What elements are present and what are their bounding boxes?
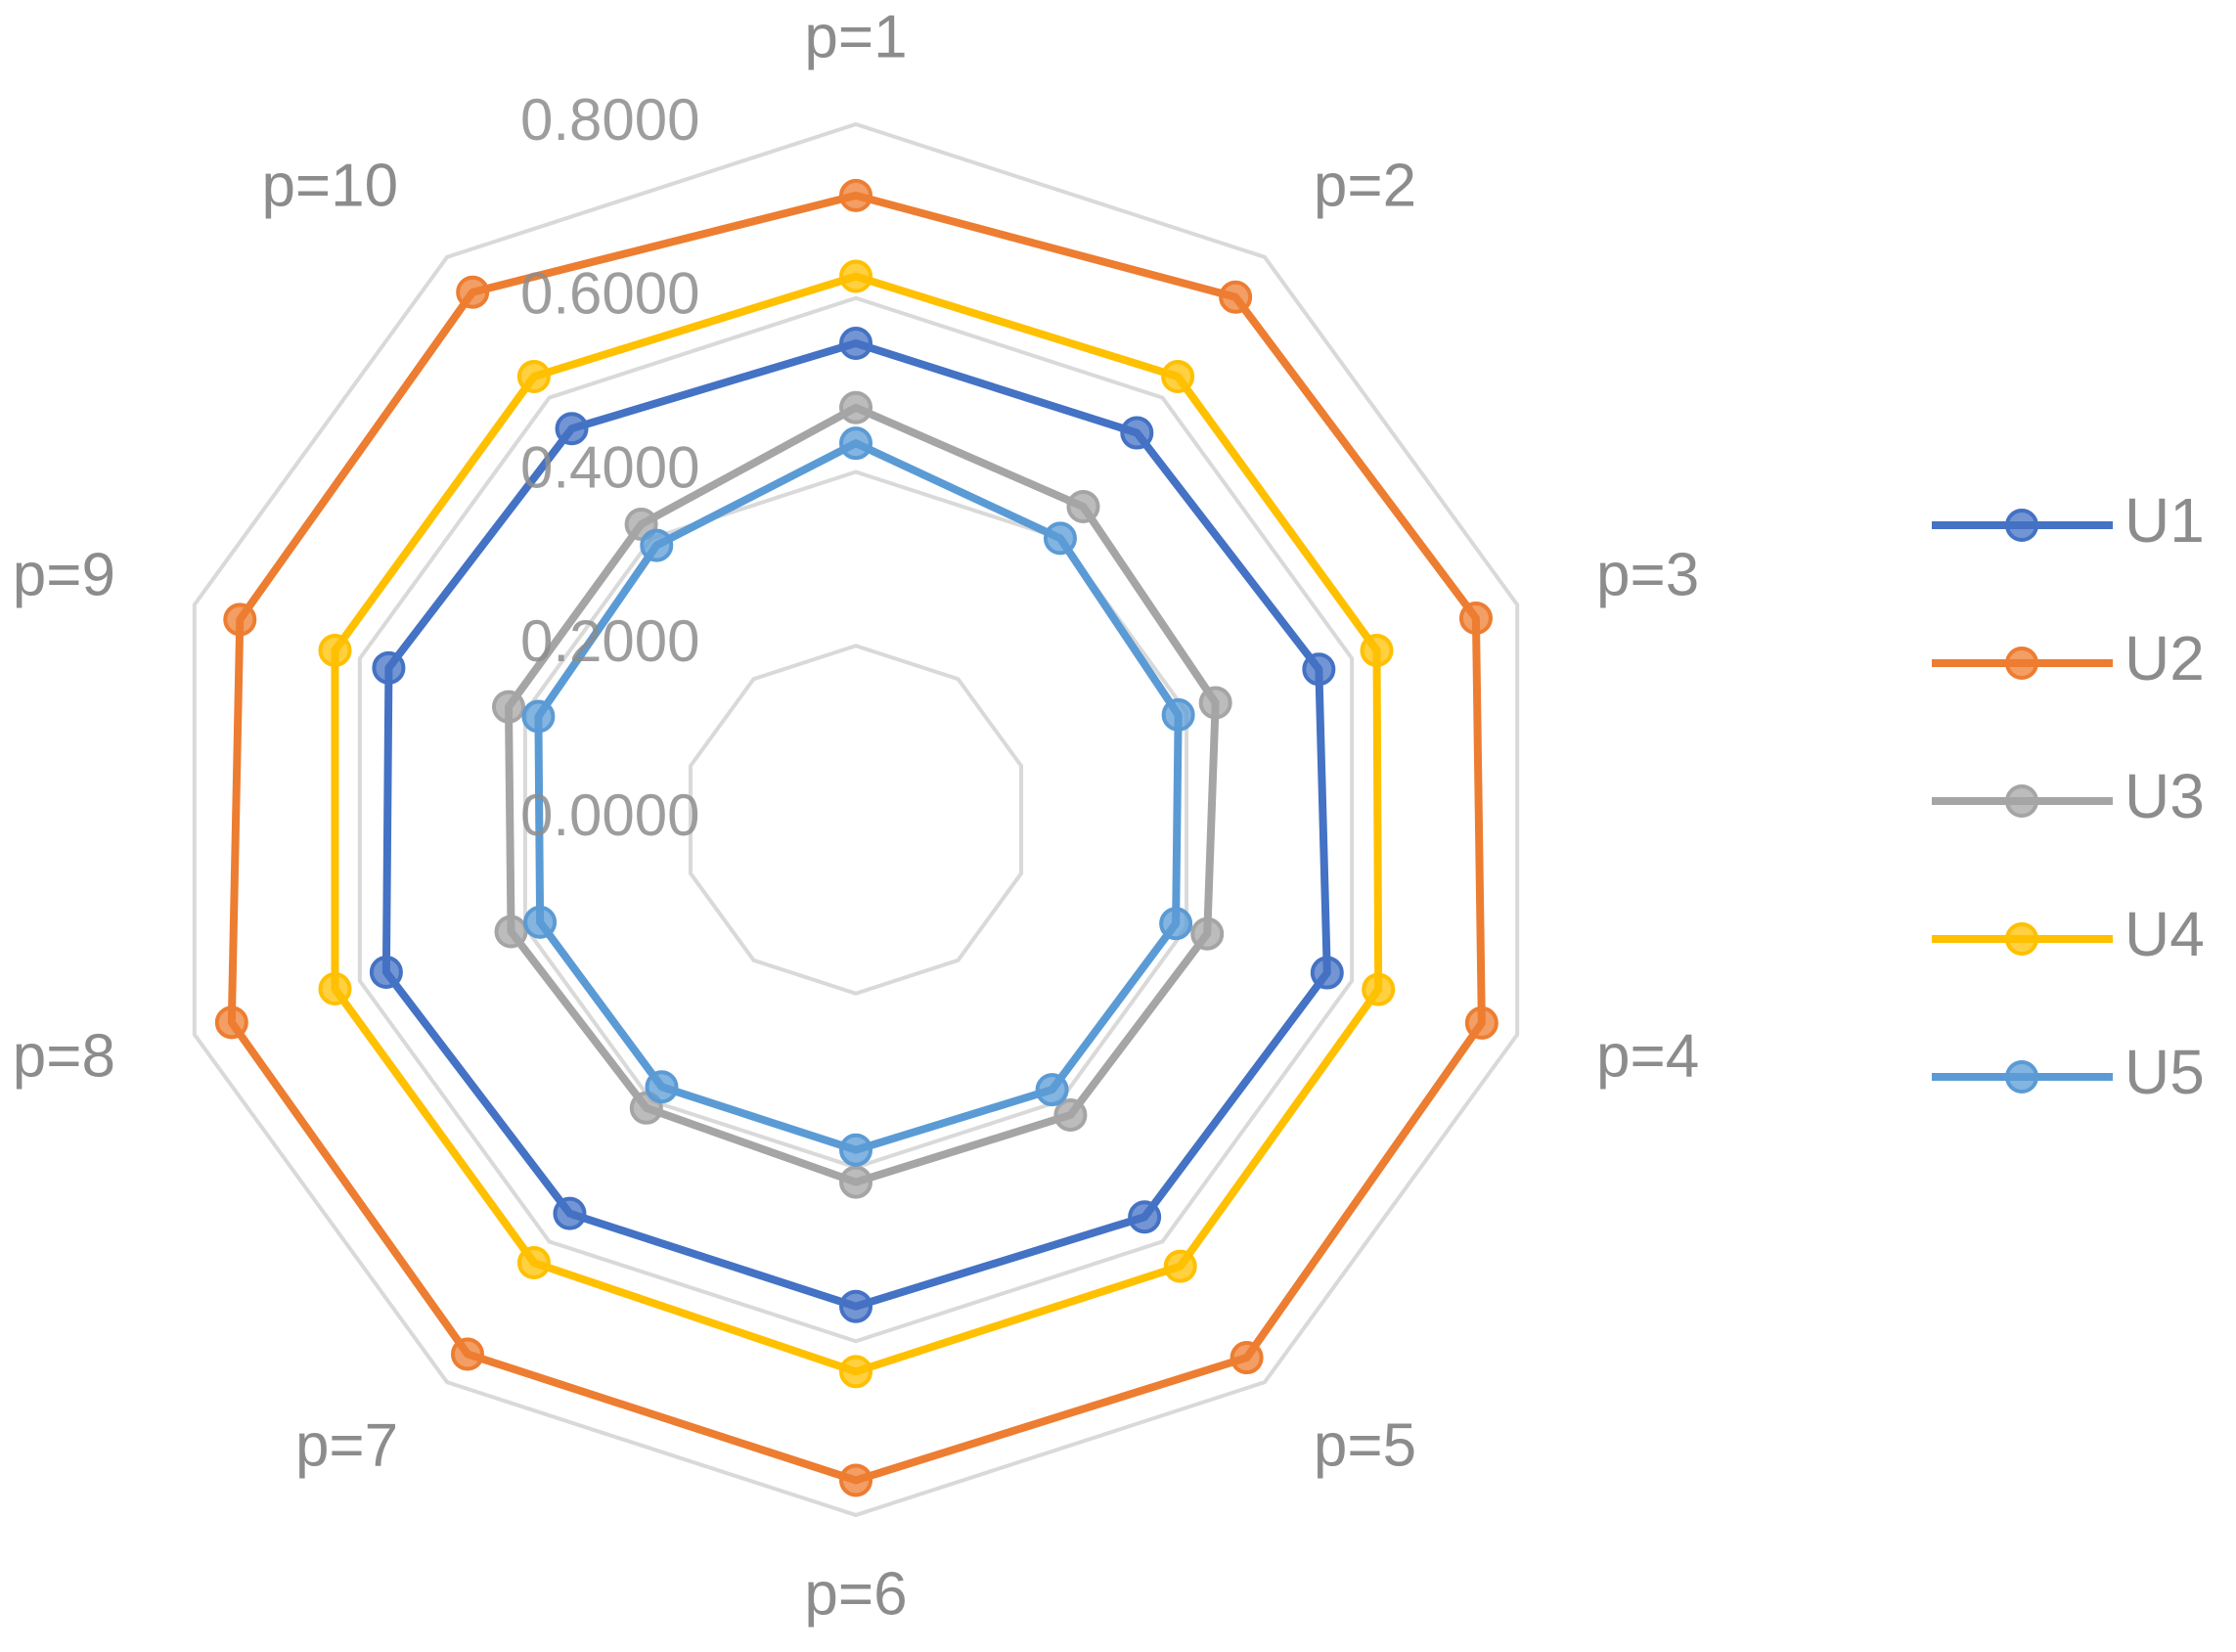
data-point [1230, 1341, 1264, 1375]
data-point [521, 699, 556, 734]
data-point [839, 390, 872, 424]
grid-ring [357, 295, 1355, 1344]
data-point [456, 275, 490, 309]
legend-marker [2005, 1060, 2038, 1094]
data-point [839, 1133, 872, 1167]
data-point [1043, 521, 1077, 556]
grid-ring [192, 121, 1520, 1518]
category-label: p=6 [804, 1560, 907, 1628]
legend-label: U4 [2124, 899, 2205, 969]
data-point [1163, 1249, 1197, 1283]
data-point [1310, 956, 1344, 990]
category-label: p=5 [1314, 1411, 1416, 1479]
data-point [839, 1165, 872, 1199]
data-point [555, 412, 589, 446]
legend-label: U1 [2124, 485, 2205, 556]
data-point [214, 1005, 248, 1040]
data-point [491, 690, 525, 724]
data-point [516, 1245, 551, 1279]
tick-label: 0.0000 [520, 782, 700, 848]
data-point [1362, 972, 1396, 1006]
data-point [1120, 416, 1154, 450]
category-label: p=3 [1596, 541, 1699, 608]
category-label: p=8 [13, 1022, 115, 1090]
data-point [1035, 1073, 1069, 1107]
legend-label: U5 [2124, 1037, 2205, 1107]
tick-label: 0.4000 [520, 434, 700, 500]
series-line [227, 191, 1486, 1485]
category-label: p=9 [13, 541, 115, 608]
category-label: p=4 [1596, 1022, 1699, 1090]
data-point [318, 633, 352, 667]
data-point [1128, 1200, 1162, 1234]
category-label: p=7 [295, 1411, 398, 1479]
legend-marker [2005, 922, 2038, 956]
data-point [1161, 697, 1195, 732]
data-point [1360, 633, 1394, 667]
data-point [645, 1070, 679, 1104]
data-point [1219, 280, 1253, 314]
category-label: p=10 [261, 152, 398, 219]
category-label: p=2 [1314, 152, 1416, 219]
legend-marker [2005, 647, 2038, 680]
data-point [1302, 652, 1336, 687]
data-point [839, 1355, 872, 1389]
data-point [369, 955, 403, 989]
data-point [553, 1196, 587, 1230]
data-point [1458, 602, 1493, 636]
data-point [1053, 1097, 1088, 1132]
data-point [1159, 907, 1193, 941]
data-point [839, 426, 872, 461]
data-point [640, 528, 674, 562]
grid-ring [688, 644, 1024, 996]
data-point [223, 603, 257, 637]
data-point [839, 1289, 872, 1323]
data-point [839, 178, 872, 212]
legend-marker [2005, 509, 2038, 542]
data-point [839, 1463, 872, 1497]
data-point [1066, 490, 1100, 524]
data-point [1464, 1005, 1498, 1040]
legend-marker [2005, 784, 2038, 818]
legend-label: U2 [2124, 623, 2205, 693]
legend-label: U3 [2124, 761, 2205, 831]
category-label: p=1 [804, 3, 907, 70]
data-point [372, 650, 406, 685]
data-point [318, 972, 352, 1006]
data-point [1198, 686, 1232, 720]
tick-label: 0.2000 [520, 608, 700, 674]
data-point [1190, 916, 1225, 951]
data-point [1161, 360, 1195, 394]
data-point [516, 360, 551, 394]
tick-label: 0.6000 [520, 261, 700, 327]
data-point [494, 915, 528, 949]
tick-label: 0.8000 [520, 87, 700, 153]
data-point [839, 259, 872, 293]
data-point [839, 326, 872, 360]
data-point [523, 905, 558, 939]
data-point [450, 1337, 484, 1371]
